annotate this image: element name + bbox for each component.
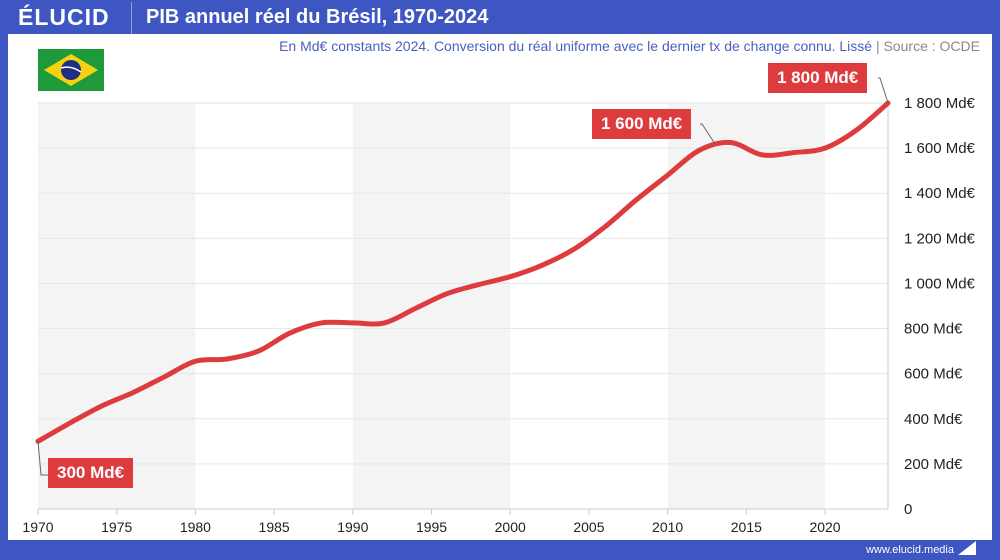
- y-tick-label: 400 Md€: [904, 411, 963, 428]
- annotation-label: 300 Md€: [48, 458, 134, 488]
- annotation-label: 1 600 Md€: [592, 109, 692, 139]
- x-tick-label: 2000: [495, 519, 526, 535]
- y-tick-label: 1 800 Md€: [904, 95, 976, 112]
- y-tick-label: 1 400 Md€: [904, 185, 976, 202]
- x-tick-label: 1995: [416, 519, 447, 535]
- subtitle-separator: |: [875, 38, 880, 54]
- shaded-band: [667, 103, 826, 509]
- annotation-leader: [878, 77, 889, 104]
- subtitle-text: En Md€ constants 2024. Conversion du réa…: [279, 38, 873, 54]
- gdp-line: [35, 100, 891, 444]
- brazil-flag-icon: [38, 49, 104, 91]
- x-tick-label: 2010: [652, 519, 683, 535]
- chart-title: PIB annuel réel du Brésil, 1970-2024: [146, 6, 489, 28]
- x-tick-label: 1990: [337, 519, 368, 535]
- source-text: Source : OCDE: [883, 38, 980, 54]
- y-tick-label: 1 600 Md€: [904, 140, 976, 157]
- shaded-band: [38, 103, 196, 509]
- header-divider: [131, 2, 132, 34]
- y-tick-label: 1 000 Md€: [904, 275, 976, 292]
- header-bar: ÉLUCID PIB annuel réel du Brésil, 1970-2…: [0, 0, 1000, 34]
- x-tick-label: 2005: [573, 519, 604, 535]
- elucid-logo: ÉLUCID: [18, 4, 110, 30]
- chart-subtitle: En Md€ constants 2024. Conversion du réa…: [279, 38, 980, 54]
- y-tick-label: 200 Md€: [904, 456, 963, 473]
- x-tick-label: 1970: [22, 519, 53, 535]
- y-tick-label: 800 Md€: [904, 321, 963, 338]
- x-tick-label: 1980: [180, 519, 211, 535]
- footer-url[interactable]: www.elucid.media: [865, 544, 954, 556]
- x-tick-label: 1985: [259, 519, 290, 535]
- y-tick-label: 0: [904, 501, 912, 518]
- shaded-band: [352, 103, 511, 509]
- x-tick-label: 2020: [809, 519, 840, 535]
- annotation-leader: [700, 123, 716, 144]
- y-tick-label: 600 Md€: [904, 366, 963, 383]
- x-tick-label: 2015: [731, 519, 762, 535]
- y-tick-label: 1 200 Md€: [904, 230, 976, 247]
- x-tick-label: 1975: [101, 519, 132, 535]
- annotation-label: 1 800 Md€: [768, 63, 868, 93]
- elucid-mark-icon: [958, 541, 976, 555]
